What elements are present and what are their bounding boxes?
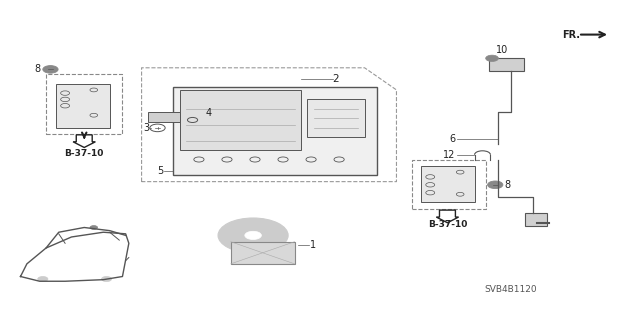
Circle shape xyxy=(488,181,503,189)
Bar xyxy=(46,74,122,134)
Text: SVB4B1120: SVB4B1120 xyxy=(485,285,538,294)
FancyArrow shape xyxy=(436,210,459,223)
FancyArrow shape xyxy=(73,135,95,147)
Circle shape xyxy=(95,273,118,285)
Bar xyxy=(180,90,301,150)
Text: B-37-10: B-37-10 xyxy=(65,149,104,158)
Bar xyxy=(420,166,475,202)
Circle shape xyxy=(90,226,98,229)
Bar xyxy=(525,213,547,226)
Text: 4: 4 xyxy=(205,108,211,118)
Circle shape xyxy=(43,66,58,73)
Text: B-37-10: B-37-10 xyxy=(428,220,467,229)
Text: 6: 6 xyxy=(449,134,455,144)
Text: FR.: FR. xyxy=(562,30,580,40)
Text: 8: 8 xyxy=(35,64,41,74)
Bar xyxy=(173,87,378,175)
Circle shape xyxy=(486,55,499,62)
Circle shape xyxy=(245,231,261,240)
Circle shape xyxy=(38,277,48,282)
Text: 8: 8 xyxy=(505,180,511,190)
Bar xyxy=(148,112,180,122)
Bar xyxy=(489,58,524,71)
Bar xyxy=(56,84,109,128)
Text: 3: 3 xyxy=(144,123,150,133)
Bar xyxy=(231,242,294,264)
Bar xyxy=(412,160,486,209)
Circle shape xyxy=(31,273,54,285)
Circle shape xyxy=(218,218,288,253)
Bar xyxy=(307,100,365,137)
Circle shape xyxy=(101,277,111,282)
Text: 12: 12 xyxy=(443,150,455,160)
Text: 2: 2 xyxy=(333,74,339,84)
Text: 5: 5 xyxy=(157,166,164,175)
Text: 10: 10 xyxy=(495,45,508,56)
Text: 1: 1 xyxy=(310,240,317,250)
